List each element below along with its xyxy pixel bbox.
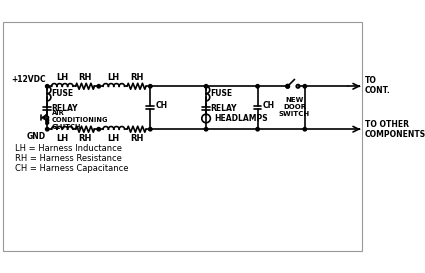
Circle shape	[303, 85, 306, 88]
Text: NEW
DOOR
SWITCH: NEW DOOR SWITCH	[279, 97, 310, 117]
Text: +12VDC: +12VDC	[11, 75, 45, 84]
Text: AIR
CONDITIONING
CLUTCH: AIR CONDITIONING CLUTCH	[51, 110, 108, 130]
Text: LH: LH	[56, 73, 68, 82]
Circle shape	[45, 127, 49, 131]
Text: FUSE: FUSE	[51, 89, 74, 98]
Circle shape	[45, 85, 49, 88]
Text: RELAY: RELAY	[51, 104, 78, 113]
Text: CH: CH	[156, 101, 167, 110]
Text: LH: LH	[56, 134, 68, 143]
Circle shape	[97, 127, 100, 131]
Circle shape	[256, 85, 259, 88]
Text: RH: RH	[130, 73, 143, 82]
Circle shape	[204, 85, 208, 88]
Circle shape	[149, 85, 152, 88]
Circle shape	[97, 85, 100, 88]
Text: TO OTHER
COMPONENTS: TO OTHER COMPONENTS	[365, 120, 425, 139]
Text: CH: CH	[263, 101, 275, 110]
Text: CH = Harness Capacitance: CH = Harness Capacitance	[15, 164, 129, 173]
Polygon shape	[41, 115, 45, 120]
Text: LH: LH	[108, 134, 120, 143]
Text: LH = Harness Inductance: LH = Harness Inductance	[15, 144, 122, 153]
Text: HEADLAMPS: HEADLAMPS	[214, 114, 267, 123]
Text: GND: GND	[26, 132, 45, 141]
Text: RH: RH	[78, 73, 92, 82]
Circle shape	[256, 127, 259, 131]
Text: RH: RH	[130, 134, 143, 143]
Circle shape	[303, 127, 306, 131]
Text: TO
CONT.: TO CONT.	[365, 76, 391, 95]
Text: RELAY: RELAY	[210, 104, 237, 113]
Circle shape	[149, 127, 152, 131]
Text: RH = Harness Resistance: RH = Harness Resistance	[15, 154, 122, 163]
Text: LH: LH	[108, 73, 120, 82]
Circle shape	[286, 85, 289, 88]
Circle shape	[204, 127, 208, 131]
Text: RH: RH	[78, 134, 92, 143]
Text: FUSE: FUSE	[210, 89, 232, 98]
